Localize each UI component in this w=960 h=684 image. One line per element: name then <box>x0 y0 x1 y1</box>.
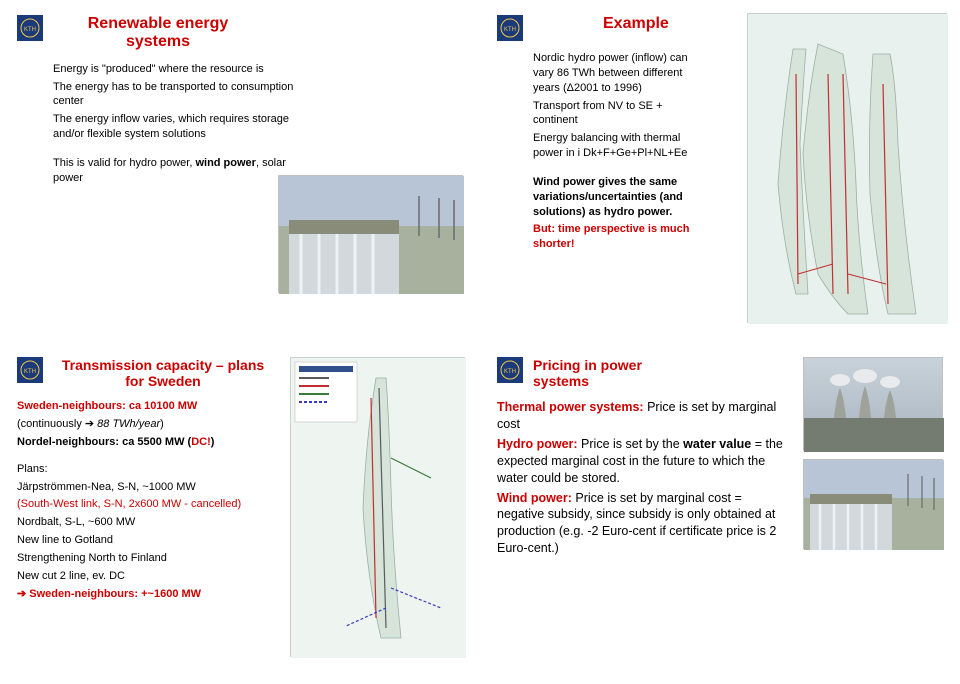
slide-example: KTH Example Nordic hydro power (inflow) … <box>480 0 960 342</box>
kth-logo-icon: KTH <box>497 15 523 41</box>
slide3-title: Transmission capacity – plans for Sweden <box>53 357 273 389</box>
slide4-p2-r1: Price is set by the <box>578 437 684 451</box>
slide1-title-l2: systems <box>53 33 263 51</box>
slide3-l2: (continuously ➔ 88 TWh/year) <box>17 417 267 432</box>
slide-renewable-energy: KTH Renewable energy systems Energy is "… <box>0 0 480 342</box>
slide2-title: Example <box>603 15 669 33</box>
slide3-p1: Järpströmmen-Nea, S-N, ~1000 MW <box>17 480 267 495</box>
slide3-l2-val: 88 TWh/year <box>94 418 160 430</box>
arrow-icon: ➔ <box>85 418 94 430</box>
svg-text:KTH: KTH <box>24 369 36 375</box>
slide3-l1-text: Sweden-neighbours: ca 10100 MW <box>17 400 197 412</box>
slide4-p2-bold: water value <box>683 437 751 451</box>
svg-text:KTH: KTH <box>24 27 36 33</box>
slide3-body: Sweden-neighbours: ca 10100 MW (continuo… <box>17 399 267 601</box>
slide3-p5: Strengthening North to Finland <box>17 551 267 566</box>
slide3-l1: Sweden-neighbours: ca 10100 MW <box>17 399 267 414</box>
slide1-body: Energy is "produced" where the resource … <box>17 62 307 186</box>
slide3-l2-post: ) <box>160 418 164 430</box>
slide2-body: Nordic hydro power (inflow) can vary 86 … <box>497 51 707 252</box>
kth-logo-icon: KTH <box>17 15 43 41</box>
slide3-title-l1: Transmission capacity – plans <box>53 357 273 373</box>
slide2-p2: Transport from NV to SE + continent <box>533 99 707 129</box>
slide4-p1: Thermal power systems: Price is set by m… <box>497 399 787 433</box>
slide3-l3: Nordel-neighbours: ca 5500 MW (DC!) <box>17 435 267 450</box>
slide-transmission: KTH Transmission capacity – plans for Sw… <box>0 342 480 684</box>
slide2-p3: Energy balancing with thermal power in i… <box>533 131 707 161</box>
slide1-p3: The energy inflow varies, which requires… <box>53 112 307 142</box>
svg-text:KTH: KTH <box>504 369 516 375</box>
slide4-body: Thermal power systems: Price is set by m… <box>497 399 787 557</box>
svg-text:KTH: KTH <box>504 27 516 33</box>
slide3-p2: (South-West link, S-N, 2x600 MW - cancel… <box>17 497 267 512</box>
slide4-title-l1: Pricing in power <box>533 357 642 373</box>
dam-image-placeholder <box>278 175 463 293</box>
slide3-l3-post: ) <box>211 436 215 448</box>
slide3-p4: New line to Gotland <box>17 533 267 548</box>
slide3-title-l2: for Sweden <box>53 373 273 389</box>
slide3-l3-dc: DC! <box>191 436 211 448</box>
slide4-title: Pricing in power systems <box>533 357 642 389</box>
slide1-title: Renewable energy systems <box>53 15 263 52</box>
slide4-p1-lead: Thermal power systems: <box>497 400 644 414</box>
slide1-p1: Energy is "produced" where the resource … <box>53 62 307 77</box>
slide3-p7: ➔ Sweden-neighbours: +~1600 MW <box>17 587 267 602</box>
slide4-p2-lead: Hydro power: <box>497 437 578 451</box>
slide4-p3: Wind power: Price is set by marginal cos… <box>497 490 787 558</box>
slide4-title-l2: systems <box>533 373 642 389</box>
power-plant-image-placeholder <box>803 357 943 451</box>
slide1-title-l1: Renewable energy <box>53 15 263 33</box>
slide4-p3-lead: Wind power: <box>497 491 572 505</box>
slide3-plans: Plans: <box>17 462 267 477</box>
slide1-p4: This is valid for hydro power, wind powe… <box>53 156 307 186</box>
dam-image-placeholder <box>803 459 943 549</box>
slide2-p4: Wind power gives the same variations/unc… <box>533 175 707 220</box>
nordic-map-placeholder <box>747 13 947 323</box>
slide4-p2: Hydro power: Price is set by the water v… <box>497 436 787 487</box>
slide3-p7-text: Sweden-neighbours: +~1600 MW <box>26 588 201 600</box>
slide1-p2: The energy has to be transported to cons… <box>53 80 307 110</box>
slide2-p1: Nordic hydro power (inflow) can vary 86 … <box>533 51 707 96</box>
kth-logo-icon: KTH <box>497 357 523 383</box>
slide1-p4-pre: This is valid for hydro power, <box>53 157 195 169</box>
slide3-plans-label: Plans: <box>17 463 48 475</box>
slide3-l3-pre: Nordel-neighbours: ca 5500 MW ( <box>17 436 191 448</box>
slide3-p3: Nordbalt, S-L, ~600 MW <box>17 515 267 530</box>
slide3-l2-pre: (continuously <box>17 418 85 430</box>
arrow-icon: ➔ <box>17 588 26 600</box>
slide2-p5: But: time perspective is much shorter! <box>533 222 707 252</box>
slide2-p5-text: But: time perspective is much shorter! <box>533 223 690 250</box>
slide3-p6: New cut 2 line, ev. DC <box>17 569 267 584</box>
kth-logo-icon: KTH <box>17 357 43 383</box>
slide1-p4-bold: wind power <box>195 157 256 169</box>
sweden-map-placeholder <box>290 357 465 657</box>
slide-pricing: KTH Pricing in power systems <box>480 342 960 684</box>
slide2-title-text: Example <box>603 15 669 32</box>
slide1-header: KTH Renewable energy systems <box>17 15 463 52</box>
slide2-p4-text: Wind power gives the same variations/unc… <box>533 176 683 218</box>
